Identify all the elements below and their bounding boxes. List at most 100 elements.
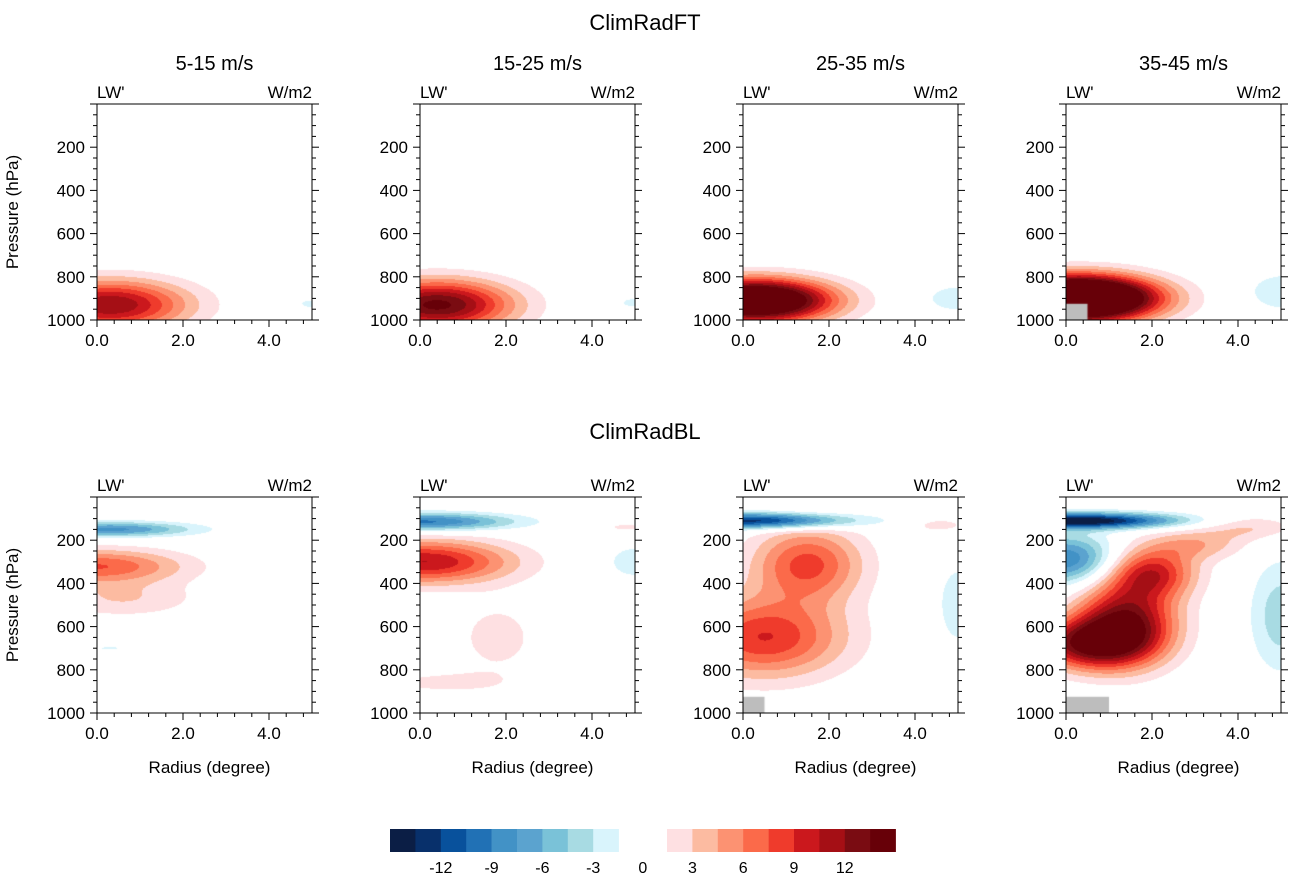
y-tick-label: 200	[380, 138, 408, 157]
y-tick-label: 600	[57, 225, 85, 244]
y-tick-label: 800	[1026, 661, 1054, 680]
plot-frame	[1065, 103, 1282, 321]
column-title: 35-45 m/s	[1139, 53, 1228, 75]
panel-units-label: W/m2	[591, 83, 635, 102]
y-tick-label: 600	[1026, 618, 1054, 637]
y-axis-label: Pressure (hPa)	[3, 548, 22, 662]
panel-units-label: W/m2	[1237, 83, 1281, 102]
x-tick-label: 4.0	[257, 331, 281, 350]
plot-frame	[96, 103, 313, 321]
colorbar-label: -12	[429, 860, 452, 875]
panel-axes-r1-c0: LW' W/m2 0.0 2.0 4.0 200 400 600 800 1000 Pressure…	[3, 476, 319, 777]
panel-variable-label: LW'	[97, 83, 124, 102]
x-tick-label: 2.0	[1140, 331, 1164, 350]
y-tick-label: 200	[380, 531, 408, 550]
panel-units-label: W/m2	[591, 476, 635, 495]
column-title: 15-25 m/s	[493, 53, 582, 75]
contour-panel-r0-c0	[97, 104, 312, 320]
x-tick-label: 4.0	[257, 724, 281, 743]
colorbar-label: 0	[638, 860, 647, 875]
colorbar-label: 3	[688, 860, 697, 875]
panel-variable-label: LW'	[97, 476, 124, 495]
colorbar-box-positive	[667, 829, 693, 852]
contour-panel-r1-c3	[1066, 497, 1281, 713]
contour-panel-r1-c0	[97, 497, 312, 713]
x-tick-label: 0.0	[1054, 331, 1078, 350]
colorbar-box-positive	[794, 829, 820, 852]
panel-variable-label: LW'	[420, 476, 447, 495]
y-tick-label: 800	[380, 268, 408, 287]
colorbar-box-positive	[768, 829, 795, 852]
x-tick-label: 0.0	[408, 724, 432, 743]
y-tick-label: 800	[57, 268, 85, 287]
y-tick-label: 1000	[1016, 311, 1054, 330]
y-tick-label: 800	[57, 661, 85, 680]
y-tick-label: 800	[703, 661, 731, 680]
y-tick-label: 1000	[47, 311, 85, 330]
x-tick-label: 0.0	[731, 724, 755, 743]
y-tick-label: 1000	[370, 311, 408, 330]
panel-axes-r1-c3: LW' W/m2 0.0 2.0 4.0 200 400 600 800 1000 Radius (…	[1016, 476, 1288, 777]
y-tick-label: 400	[57, 574, 85, 593]
x-tick-label: 4.0	[1226, 331, 1250, 350]
y-tick-label: 1000	[1016, 704, 1054, 723]
x-tick-label: 2.0	[1140, 724, 1164, 743]
colorbar-box-negative	[567, 829, 594, 852]
panel-variable-label: LW'	[1066, 476, 1093, 495]
y-tick-label: 600	[57, 618, 85, 637]
y-tick-label: 600	[703, 618, 731, 637]
panel-units-label: W/m2	[914, 83, 958, 102]
contour-panel-r0-c2	[743, 104, 958, 320]
panel-axes-r0-c1: LW' W/m2 15-25 m/s 0.0 2.0 4.0 200 400 600 800 100…	[370, 53, 642, 350]
y-tick-label: 1000	[370, 704, 408, 723]
colorbar-box-negative	[466, 829, 492, 852]
x-tick-label: 0.0	[731, 331, 755, 350]
y-tick-label: 800	[1026, 268, 1054, 287]
panel-units-label: W/m2	[268, 476, 312, 495]
y-tick-label: 200	[1026, 138, 1054, 157]
y-tick-label: 1000	[693, 311, 731, 330]
panel-units-label: W/m2	[914, 476, 958, 495]
x-axis-label: Radius (degree)	[472, 758, 594, 777]
x-tick-label: 2.0	[494, 724, 518, 743]
y-tick-label: 400	[703, 574, 731, 593]
colorbar-box-positive	[844, 829, 871, 852]
x-tick-label: 4.0	[903, 724, 927, 743]
panel-axes-r0-c2: LW' W/m2 25-35 m/s 0.0 2.0 4.0 200 400 600 800 100…	[693, 53, 965, 350]
colorbar-box-positive	[819, 829, 846, 852]
x-tick-label: 2.0	[494, 331, 518, 350]
panel-variable-label: LW'	[1066, 83, 1093, 102]
colorbar-box-positive	[692, 829, 719, 852]
plot-frame	[1065, 496, 1282, 714]
x-axis-label: Radius (degree)	[149, 758, 271, 777]
colorbar-box-positive	[870, 829, 896, 852]
x-tick-label: 0.0	[85, 331, 109, 350]
y-tick-label: 1000	[693, 704, 731, 723]
x-tick-label: 4.0	[903, 331, 927, 350]
contour-panel-r1-c1	[420, 497, 635, 713]
y-tick-label: 600	[380, 618, 408, 637]
panel-units-label: W/m2	[268, 83, 312, 102]
row-title-bl: ClimRadBL	[589, 419, 700, 444]
colorbar-box-negative	[542, 829, 569, 852]
panel-axes-r0-c0: LW' W/m2 5-15 m/s 0.0 2.0 4.0 200 400 600 800 1000…	[3, 53, 319, 350]
x-tick-label: 2.0	[817, 331, 841, 350]
contour-panel-r0-c3	[1066, 104, 1281, 320]
colorbar-box-positive	[717, 829, 744, 852]
y-tick-label: 200	[703, 138, 731, 157]
colorbar-label: 9	[790, 860, 799, 875]
colorbar-box-negative	[390, 829, 416, 852]
x-axis-label: Radius (degree)	[1118, 758, 1240, 777]
panel-units-label: W/m2	[1237, 476, 1281, 495]
y-tick-label: 800	[380, 661, 408, 680]
contour-panel-r0-c1	[420, 104, 635, 320]
x-tick-label: 2.0	[171, 331, 195, 350]
colorbar-label: -6	[535, 860, 549, 875]
panel-axes-r1-c1: LW' W/m2 0.0 2.0 4.0 200 400 600 800 1000 Radius (…	[370, 476, 642, 777]
plot-frame	[419, 496, 636, 714]
panel-axes-r0-c3: LW' W/m2 35-45 m/s 0.0 2.0 4.0 200 400 600 800 100…	[1016, 53, 1288, 350]
plot-frame	[742, 103, 959, 321]
column-title: 5-15 m/s	[176, 53, 254, 75]
colorbar-box-positive	[743, 829, 769, 852]
